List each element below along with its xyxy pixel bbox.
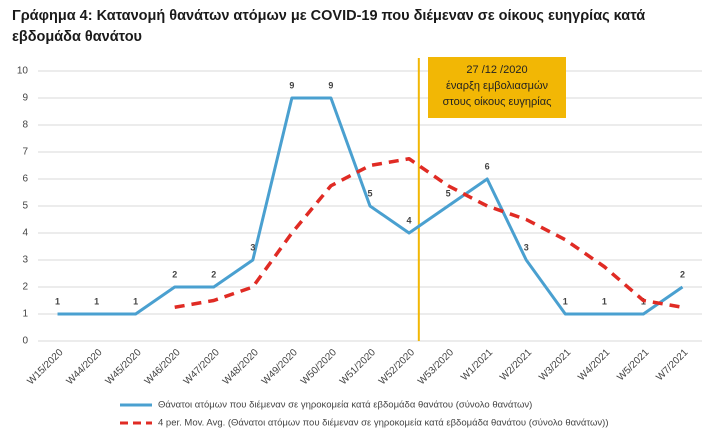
y-tick-label: 3 (22, 255, 28, 266)
data-label: 3 (250, 242, 255, 252)
y-tick-label: 8 (22, 120, 28, 131)
annotation-box (428, 57, 566, 118)
data-label: 2 (680, 269, 685, 279)
y-tick-label: 0 (22, 336, 28, 347)
x-tick-label: W1/2021 (459, 347, 495, 383)
x-tick-label: W4/2021 (576, 347, 612, 383)
data-label: 1 (602, 296, 607, 306)
y-tick-label: 1 (22, 309, 28, 320)
data-label: 5 (367, 188, 372, 198)
data-label: 4 (407, 215, 412, 225)
data-label: 3 (524, 242, 529, 252)
x-tick-label: W47/2020 (182, 347, 222, 387)
chart-title: Γράφημα 4: Κατανομή θανάτων ατόμων με CO… (12, 8, 645, 24)
data-label: 5 (446, 188, 451, 198)
annotation-text: στους οίκους ευγηρίας (443, 96, 552, 108)
x-tick-label: W45/2020 (104, 347, 144, 387)
data-label: 1 (94, 296, 99, 306)
chart-title: εβδομάδα θανάτου (12, 29, 142, 45)
annotation-text: έναρξη εμβολιασμών (446, 80, 549, 92)
x-tick-label: W2/2021 (498, 347, 534, 383)
data-label: 6 (485, 161, 490, 171)
y-tick-label: 2 (22, 282, 28, 293)
data-label: 9 (289, 80, 294, 90)
y-tick-label: 7 (22, 147, 28, 158)
x-tick-label: W52/2020 (377, 347, 417, 387)
x-tick-label: W46/2020 (143, 347, 183, 387)
data-label: 2 (211, 269, 216, 279)
x-tick-label: W51/2020 (338, 347, 378, 387)
x-tick-label: W48/2020 (221, 347, 261, 387)
y-tick-label: 10 (17, 66, 29, 77)
data-label: 2 (172, 269, 177, 279)
x-tick-label: W49/2020 (260, 347, 300, 387)
x-tick-label: W5/2021 (615, 347, 651, 383)
y-tick-label: 9 (22, 93, 28, 104)
legend-label: Θάνατοι ατόμων που διέμεναν σε γηροκομεί… (158, 400, 532, 411)
data-label: 1 (55, 296, 60, 306)
x-tick-label: W7/2021 (654, 347, 690, 383)
x-tick-label: W53/2020 (416, 347, 456, 387)
series-line (57, 96, 684, 316)
x-tick-label: W15/2020 (26, 347, 66, 387)
x-tick-label: W50/2020 (299, 347, 339, 387)
x-tick-label: W3/2021 (537, 347, 573, 383)
data-label: 1 (133, 296, 138, 306)
data-label: 1 (563, 296, 568, 306)
x-tick-label: W44/2020 (65, 347, 105, 387)
series-line (174, 157, 683, 309)
y-tick-label: 6 (22, 174, 28, 185)
legend-label: 4 per. Mov. Avg. (Θάνατοι ατόμων που διέ… (158, 418, 609, 429)
annotation-text: 27 /12 /2020 (466, 64, 527, 76)
y-tick-label: 5 (22, 201, 28, 212)
y-tick-label: 4 (22, 228, 28, 239)
data-label: 9 (328, 80, 333, 90)
